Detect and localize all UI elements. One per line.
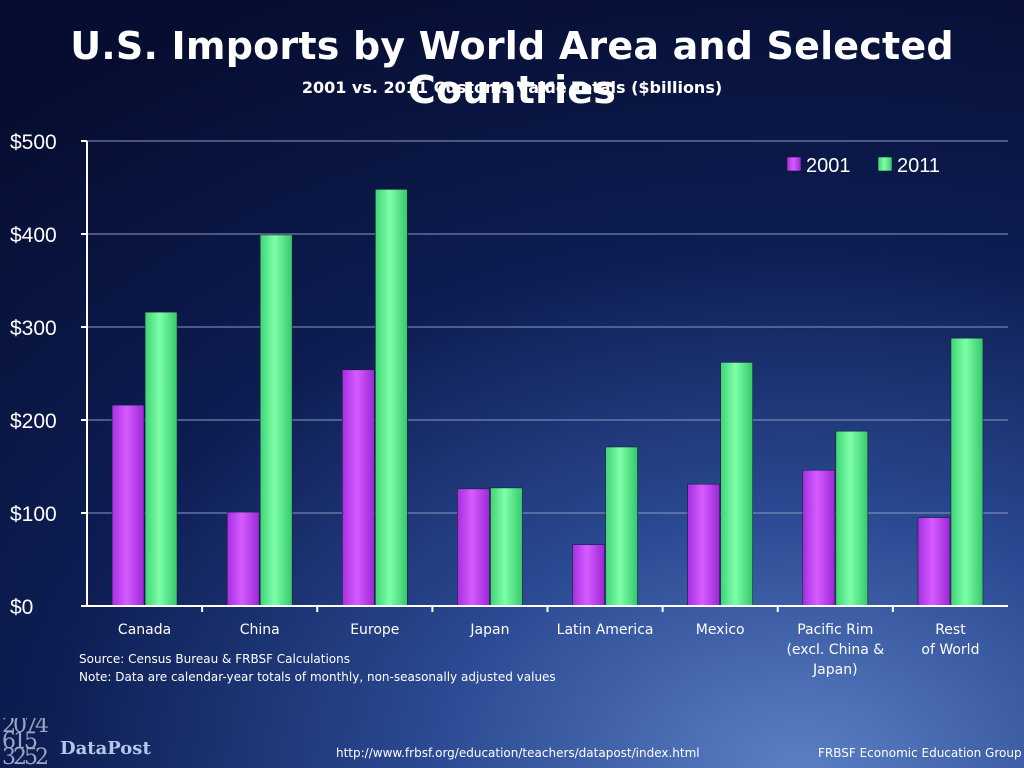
x-tick-label: Mexico [696, 622, 745, 638]
source-url: http://www.frbsf.org/education/teachers/… [336, 746, 700, 760]
bar-2011-latin-america [605, 446, 638, 607]
y-tick-label: $200 [10, 410, 57, 433]
bar-2011-canada [144, 311, 178, 607]
x-tick-label: Japan [469, 622, 509, 638]
bar-2001-japan [457, 488, 490, 607]
bar-2011-rest [950, 337, 984, 607]
legend-swatch-2011 [877, 156, 893, 172]
bar-2001-china [226, 511, 260, 607]
bar-2011-mexico [720, 362, 753, 607]
bar-2011-japan [490, 487, 523, 607]
bar-2001-latin-america [572, 544, 605, 607]
logo-text: DataPost [60, 738, 151, 759]
x-tick-label: Europe [350, 622, 399, 638]
chart-title: U.S. Imports by World Area and Selected … [70, 24, 954, 112]
source-note: Source: Census Bureau & FRBSF Calculatio… [79, 652, 350, 666]
y-tick-label: $400 [10, 224, 57, 247]
footer-credit: FRBSF Economic Education Group [818, 746, 1022, 760]
bar-2011-pacific-rim [835, 430, 869, 607]
data-note: Note: Data are calendar-year totals of m… [79, 670, 556, 684]
bar-2001-rest [917, 517, 951, 607]
logo-digits-graphic: 2074 615 3252 [2, 718, 49, 768]
y-tick-label: $300 [10, 317, 57, 340]
legend-label-2011: 2011 [897, 155, 940, 177]
y-tick-label: $0 [10, 596, 33, 619]
y-tick-label: $500 [10, 131, 57, 154]
chart-notes: Source: Census Bureau & FRBSF Calculatio… [79, 650, 556, 686]
legend: 2001 2011 [786, 155, 940, 177]
x-tick-label: Canada [118, 622, 171, 638]
chart-subtitle: 2001 vs. 2011 Customs Value Totals ($bil… [301, 78, 723, 97]
legend-swatch-2001 [786, 156, 802, 172]
x-tick-label: Pacific Rim (excl. China & Japan) [786, 622, 884, 678]
datapost-logo: 2074 615 3252 DataPost [0, 716, 160, 768]
bar-chart: $0 $100 $200 $300 $400 $500 Canada China Europe J… [10, 131, 1008, 678]
bar-2011-china [259, 234, 293, 607]
legend-label-2001: 2001 [806, 155, 851, 177]
y-tick-label: $100 [10, 503, 57, 526]
x-tick-label: Rest of World [921, 622, 979, 658]
x-tick-label: Latin America [557, 622, 654, 638]
bar-2011-europe [375, 189, 408, 607]
bar-2001-mexico [687, 483, 720, 607]
bar-2001-europe [342, 369, 375, 607]
bar-2001-canada [111, 404, 145, 607]
x-tick-label: China [240, 622, 280, 638]
bar-2001-pacific-rim [802, 469, 836, 607]
